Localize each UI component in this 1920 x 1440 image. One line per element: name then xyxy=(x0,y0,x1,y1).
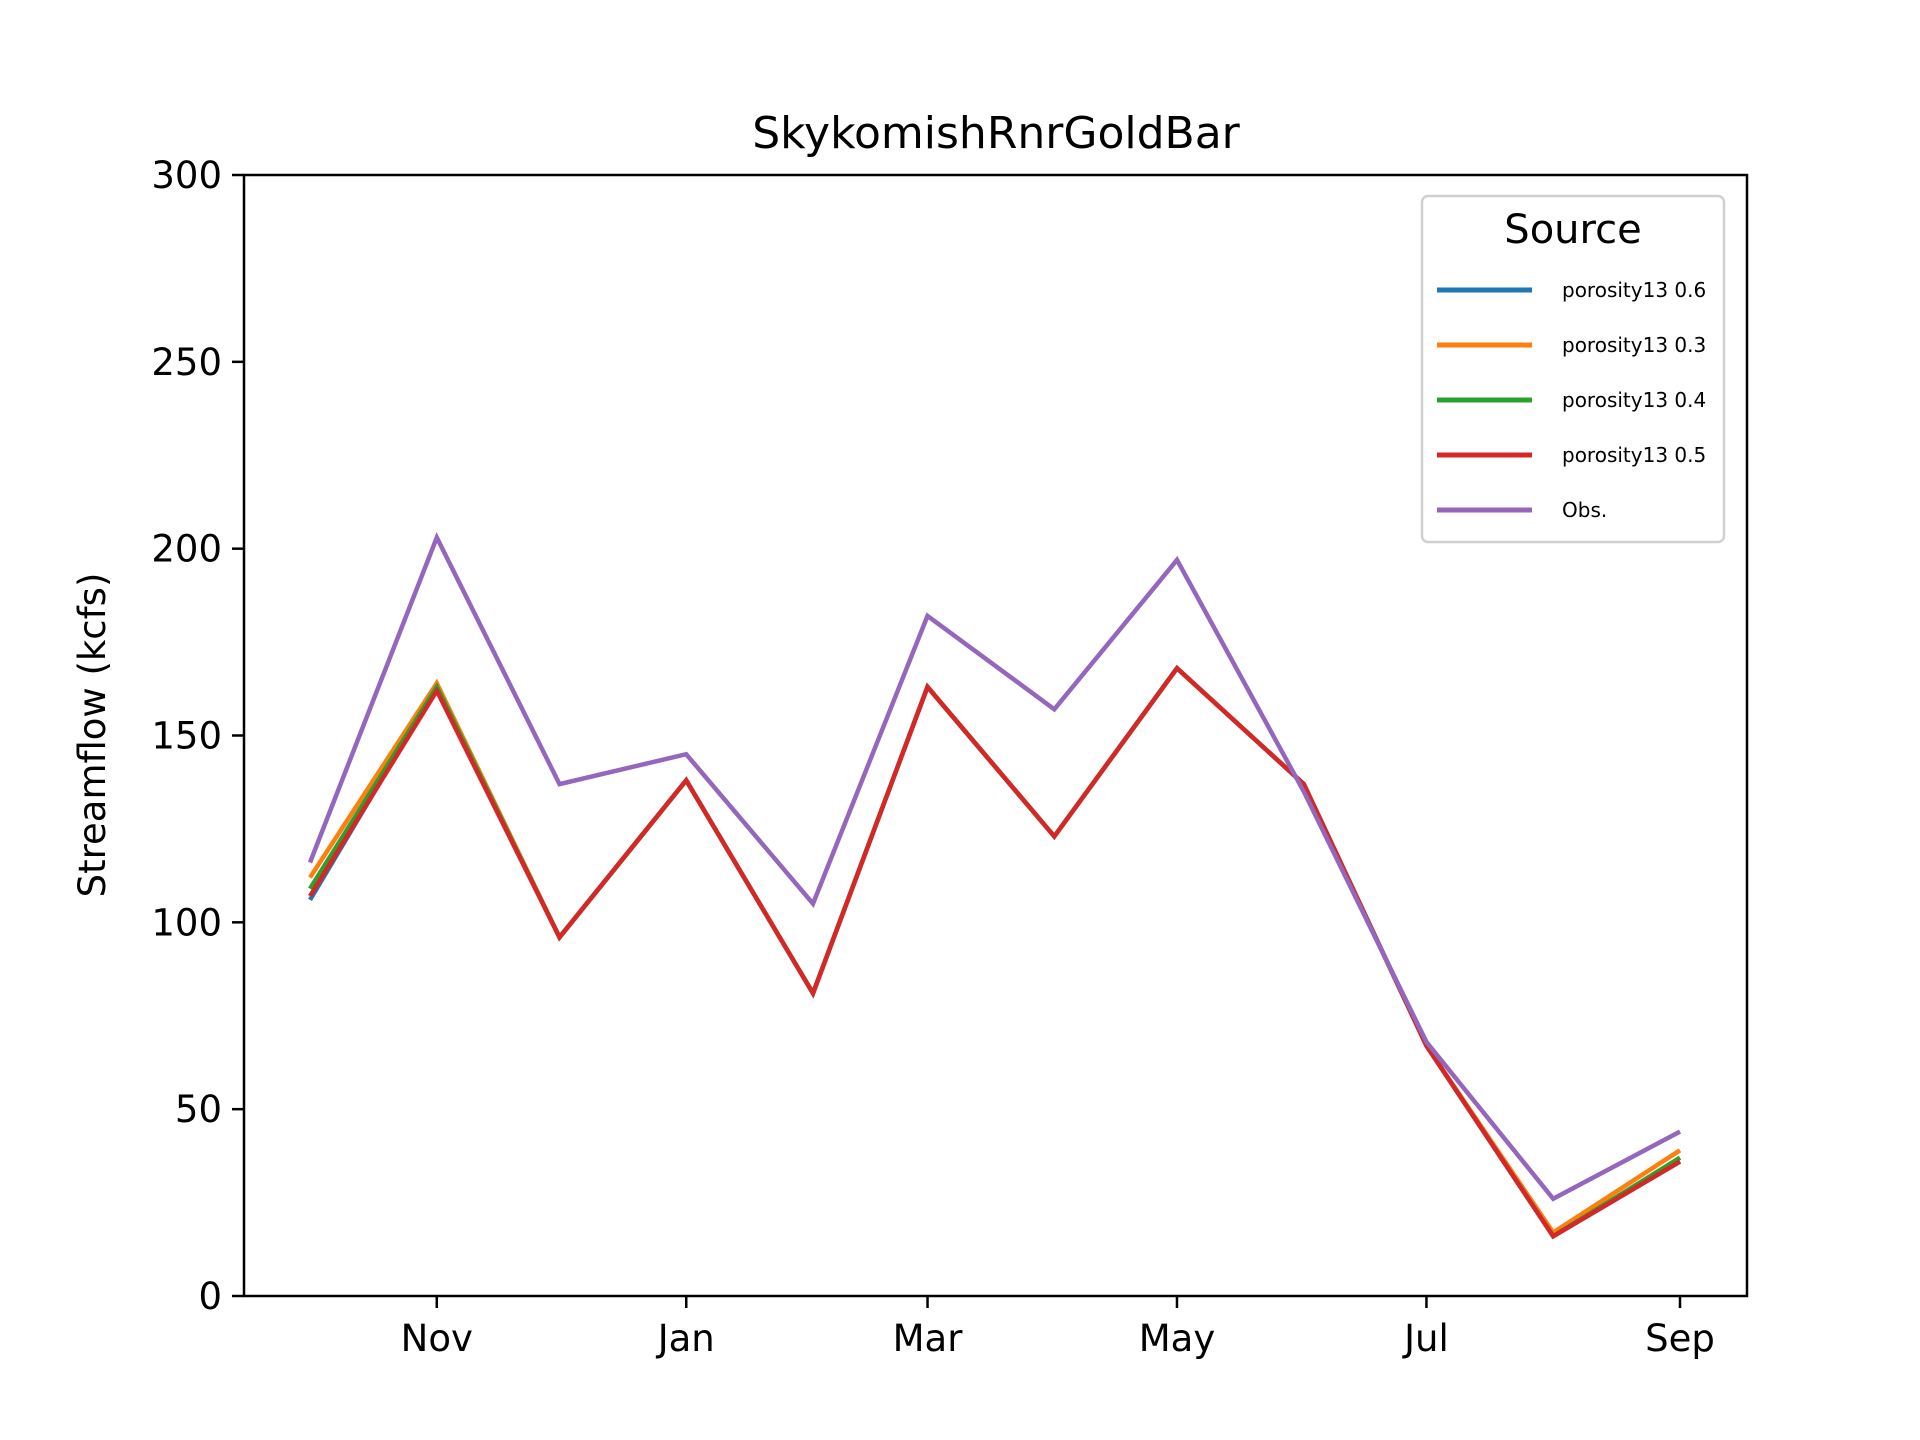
x-tick-label: May xyxy=(1139,1317,1216,1360)
series-line-1 xyxy=(308,664,1682,1240)
x-tick-label: Mar xyxy=(893,1317,964,1360)
y-tick-label: 150 xyxy=(151,715,222,758)
y-tick-label: 100 xyxy=(151,901,222,944)
series-line-2 xyxy=(308,664,1682,1236)
y-tick-label: 50 xyxy=(175,1088,222,1131)
y-tick-label: 300 xyxy=(151,154,222,197)
y-axis-label: Streamflow (kcfs) xyxy=(71,573,114,898)
plot-frame xyxy=(242,173,1749,1298)
chart-title: SkykomishRnrGoldBar xyxy=(752,108,1240,159)
legend-entry-label: porosity13 0.3 xyxy=(1562,333,1706,357)
legend-title: Source xyxy=(1504,207,1641,253)
series-line-3 xyxy=(308,664,1682,1240)
y-tick-label: 200 xyxy=(151,528,222,571)
x-tick-label: Jul xyxy=(1402,1317,1449,1360)
legend-entry-label: porosity13 0.5 xyxy=(1562,443,1706,467)
series-line-4 xyxy=(308,664,1682,1240)
legend-entry-label: Obs. xyxy=(1562,498,1607,522)
legend-entry-label: porosity13 0.6 xyxy=(1562,278,1706,302)
x-tick-label: Sep xyxy=(1645,1317,1715,1360)
x-tick-label: Jan xyxy=(656,1317,715,1360)
y-tick-label: 250 xyxy=(151,341,222,384)
series-line-5 xyxy=(307,531,1682,1202)
plot-lines xyxy=(307,531,1682,1240)
x-tick-label: Nov xyxy=(401,1317,473,1360)
axes: 0 50 100 150 200 250 300 Nov Jan Mar May Jul Sep xyxy=(151,154,1715,1360)
legend-entry-label: porosity13 0.4 xyxy=(1562,388,1706,412)
legend: Source porosity13 0.6 porosity13 0.3 poros… xyxy=(1420,194,1726,544)
y-tick-label: 0 xyxy=(198,1275,222,1318)
